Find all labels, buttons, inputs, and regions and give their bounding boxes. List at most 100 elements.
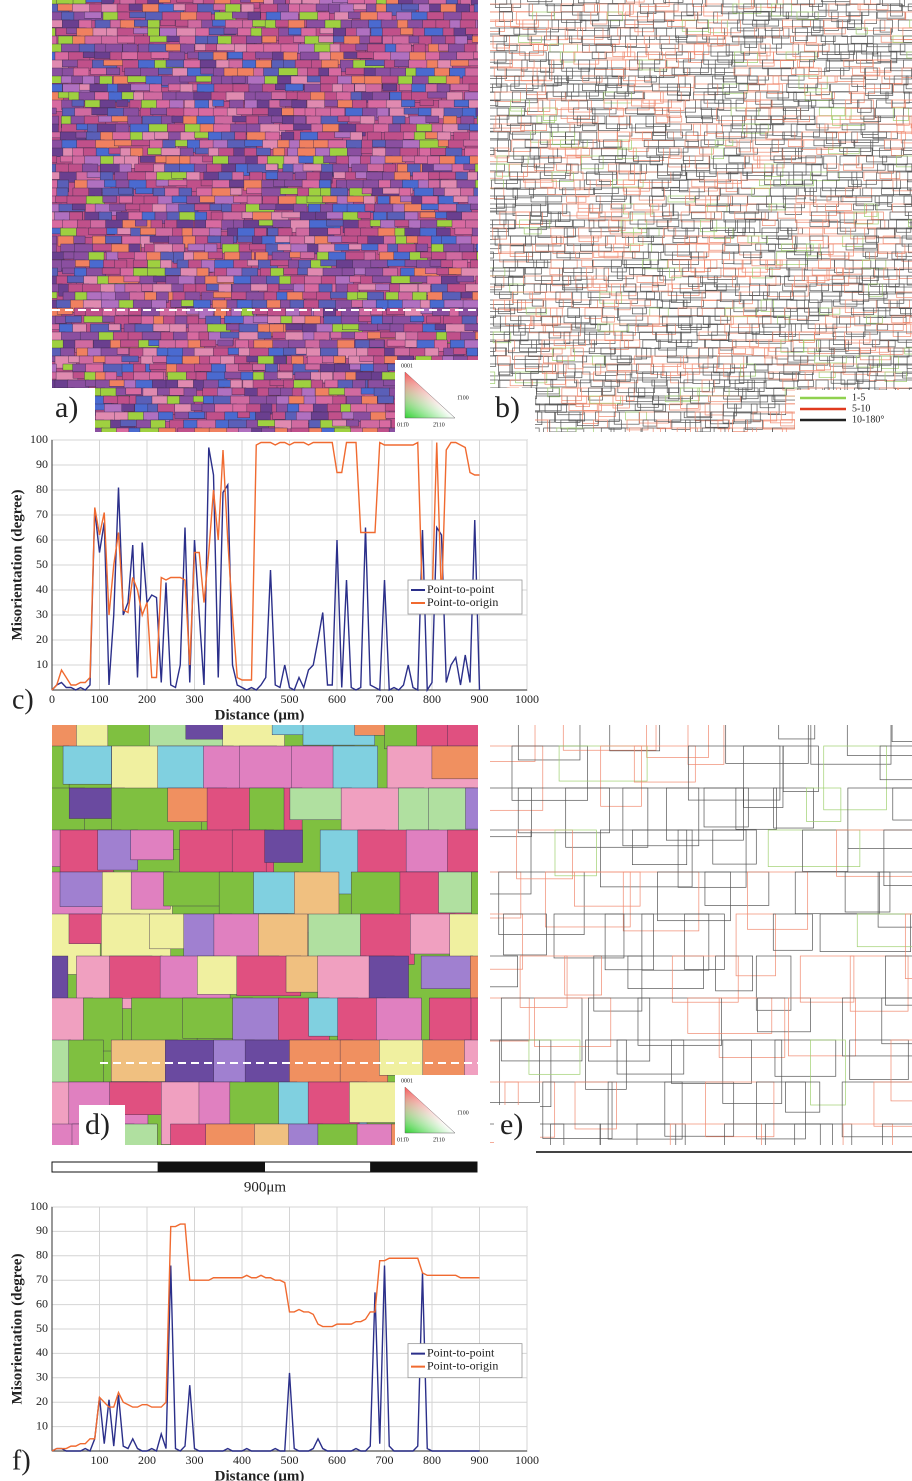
grain — [414, 44, 426, 53]
grain — [69, 212, 82, 221]
grain — [314, 332, 329, 340]
y-tick-label: 70 — [36, 507, 48, 521]
grain — [246, 36, 261, 43]
grain — [281, 44, 301, 53]
grain — [425, 268, 437, 274]
grain — [291, 356, 303, 364]
grain — [209, 228, 221, 237]
grain — [416, 244, 428, 251]
grain — [342, 332, 356, 338]
grain — [65, 316, 81, 322]
grain — [94, 52, 111, 58]
grain — [230, 188, 242, 195]
grain — [232, 172, 244, 180]
grain — [188, 20, 202, 29]
grain — [271, 92, 288, 99]
grain — [226, 324, 240, 330]
grain — [360, 116, 375, 124]
grain — [462, 252, 482, 259]
ipf-label: 0001 — [401, 363, 413, 369]
grain — [238, 412, 250, 418]
x-axis-title: Distance (μm) — [215, 1468, 305, 1481]
y-tick-label: 20 — [36, 1394, 48, 1408]
grain — [377, 12, 392, 21]
grain — [103, 196, 117, 202]
grain — [331, 188, 348, 196]
ipf-label: 1̄100 — [457, 395, 469, 401]
panel-label: e) — [500, 1108, 523, 1141]
grain — [113, 132, 131, 140]
grain — [160, 20, 175, 26]
grain — [463, 140, 486, 146]
legend-label: 10-180° — [852, 414, 884, 425]
grain — [213, 100, 224, 106]
x-tick-label: 1000 — [515, 1453, 539, 1467]
grain — [207, 372, 227, 380]
grain — [130, 148, 142, 156]
grain — [44, 156, 57, 163]
y-tick-label: 90 — [36, 457, 48, 471]
y-tick-label: 50 — [36, 557, 48, 571]
grain — [195, 428, 211, 438]
grain — [384, 164, 396, 173]
grain — [319, 36, 336, 42]
grain — [398, 76, 414, 85]
x-tick-label: 100 — [91, 692, 109, 706]
grain — [72, 100, 84, 106]
y-tick-label: 90 — [36, 1223, 48, 1237]
grain — [188, 244, 207, 251]
grain — [472, 36, 490, 42]
grain — [84, 12, 101, 18]
grain — [426, 116, 439, 123]
grain — [225, 4, 240, 12]
y-tick-label: 80 — [36, 1248, 48, 1262]
grain — [293, 284, 304, 292]
grain — [461, 12, 491, 21]
grain — [293, 116, 305, 125]
grain — [189, 412, 205, 418]
grain — [434, 68, 449, 76]
grain — [232, 388, 246, 395]
grain — [425, 348, 439, 356]
grain — [44, 236, 57, 244]
y-tick-label: 40 — [36, 582, 48, 596]
grain — [476, 108, 489, 117]
grain — [266, 164, 278, 170]
boundary-map — [482, 0, 912, 440]
y-tick-label: 40 — [36, 1345, 48, 1359]
grain — [453, 348, 466, 354]
x-tick-label: 0 — [49, 692, 55, 706]
grain — [44, 84, 62, 92]
grain — [116, 180, 130, 188]
grain — [362, 428, 378, 438]
grain — [346, 420, 358, 426]
grain — [90, 84, 108, 92]
grain — [194, 364, 213, 371]
grain — [379, 420, 390, 428]
y-axis-title: Misorientation (degree) — [9, 490, 25, 641]
grain — [450, 914, 493, 957]
grain — [158, 412, 173, 420]
grain — [44, 180, 59, 188]
grain — [119, 188, 133, 194]
grain — [321, 60, 338, 68]
grain — [232, 830, 266, 874]
grain — [233, 84, 251, 93]
grain — [374, 364, 389, 372]
grain — [320, 340, 339, 349]
grain — [462, 316, 478, 324]
grain — [166, 356, 182, 364]
grain — [259, 204, 277, 210]
grain — [460, 188, 485, 196]
grain — [85, 212, 101, 221]
grain — [232, 76, 245, 83]
grain — [73, 364, 86, 372]
grain — [148, 268, 168, 276]
grain — [167, 124, 187, 132]
grain — [73, 188, 89, 196]
y-axis-title: Misorientation (degree) — [9, 1254, 25, 1405]
grain — [160, 28, 177, 36]
grain — [258, 914, 307, 961]
grain — [44, 252, 64, 260]
grain — [446, 76, 460, 85]
